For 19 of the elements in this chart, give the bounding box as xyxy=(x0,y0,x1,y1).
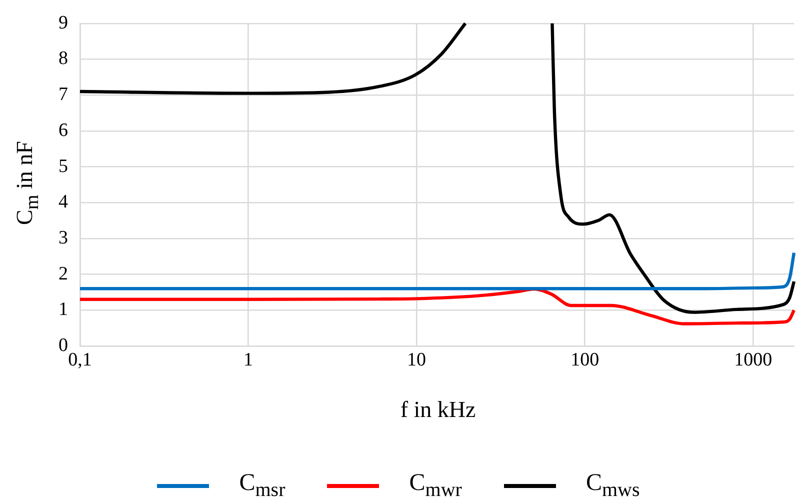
y-tick-label: 8 xyxy=(58,48,68,70)
y-tick-label: 2 xyxy=(58,263,68,284)
y-tick-label: 0 xyxy=(58,334,68,356)
x-tick-label: 100 xyxy=(570,349,600,370)
x-tick-label: 1 xyxy=(244,349,254,370)
y-tick-label: 6 xyxy=(58,120,68,141)
x-tick-label: 1000 xyxy=(734,349,772,370)
y-tick-label: 5 xyxy=(58,156,68,177)
y-tick-label: 3 xyxy=(58,227,68,248)
y-tick-label: 7 xyxy=(58,84,68,106)
y-tick-label: 9 xyxy=(58,12,68,34)
legend-label: C$_{mwr}$ xyxy=(409,470,462,501)
x-tick-label: 10 xyxy=(407,349,426,370)
legend-label: C$_{mws}$ xyxy=(586,470,640,501)
x-tick-label: 0,1 xyxy=(68,349,92,370)
y-tick-label: 1 xyxy=(58,299,68,320)
y-tick-label: 4 xyxy=(58,192,68,213)
x-axis-title: f in kHz xyxy=(400,397,476,423)
legend-label: C$_{msr}$ xyxy=(239,470,286,501)
